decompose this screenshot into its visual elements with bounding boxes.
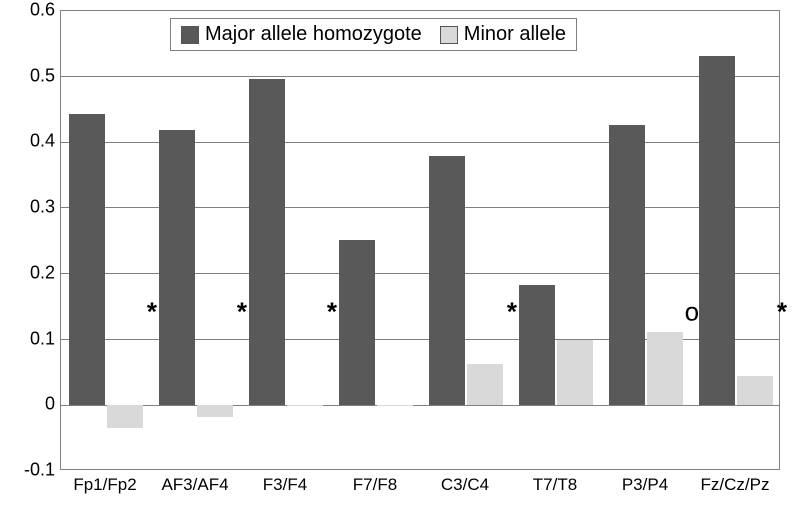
significance-star: *	[507, 297, 517, 328]
y-tick-label: 0.3	[5, 197, 55, 218]
x-tick-label: P3/P4	[622, 475, 668, 495]
bar-minor	[557, 340, 593, 406]
bar-minor	[467, 364, 503, 405]
bar-major	[699, 56, 735, 405]
x-tick-label: T7/T8	[533, 475, 577, 495]
y-tick-label: 0.6	[5, 0, 55, 21]
x-tick-label: Fz/Cz/Pz	[701, 475, 770, 495]
x-tick-label: F3/F4	[263, 475, 307, 495]
legend-label: Major allele homozygote	[205, 23, 422, 46]
bar-major	[69, 114, 105, 406]
x-tick-label: Fp1/Fp2	[73, 475, 136, 495]
bar-major	[339, 240, 375, 406]
bar-major	[249, 79, 285, 406]
y-tick-label: 0.4	[5, 131, 55, 152]
bar-minor	[197, 405, 233, 417]
legend: Major allele homozygote Minor allele	[170, 18, 577, 51]
y-tick-label: 0.2	[5, 262, 55, 283]
significance-star: *	[147, 297, 157, 328]
bar-major	[519, 285, 555, 405]
y-tick-label: 0.5	[5, 65, 55, 86]
bar-minor	[647, 332, 683, 405]
legend-item: Minor allele	[440, 23, 566, 46]
legend-label: Minor allele	[464, 23, 566, 46]
bar-major	[609, 125, 645, 406]
bar-minor	[287, 405, 323, 406]
significance-star: *	[777, 297, 787, 328]
legend-swatch	[181, 26, 199, 44]
significance-star: *	[327, 297, 337, 328]
x-tick-label: AF3/AF4	[161, 475, 228, 495]
bar-chart: -0.1 0 0.1 0.2 0.3 0.4 0.5 0.6 Fp1/Fp2 AF3/AF4 F3…	[0, 0, 800, 517]
legend-swatch	[440, 26, 458, 44]
gridline	[61, 76, 779, 77]
legend-item: Major allele homozygote	[181, 23, 422, 46]
x-tick-label: C3/C4	[441, 475, 489, 495]
y-tick-label: -0.1	[5, 460, 55, 481]
bar-minor	[377, 405, 413, 406]
y-tick-label: 0	[5, 394, 55, 415]
bar-major	[159, 130, 195, 405]
bar-minor	[737, 376, 773, 406]
y-tick-label: 0.1	[5, 328, 55, 349]
x-tick-label: F7/F8	[353, 475, 397, 495]
bar-major	[429, 156, 465, 406]
bar-minor	[107, 405, 143, 427]
plot-area	[60, 10, 780, 470]
significance-star: *	[237, 297, 247, 328]
significance-circle: o	[685, 297, 699, 328]
